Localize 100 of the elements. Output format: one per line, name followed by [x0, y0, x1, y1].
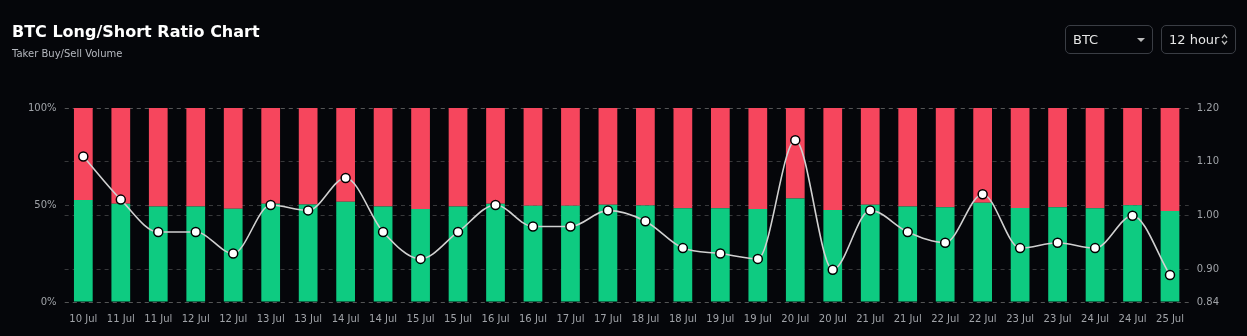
bar [935, 207, 955, 302]
bar [223, 108, 243, 209]
x-tick-label: 12 Jul [219, 312, 248, 324]
bar [486, 203, 505, 302]
bar [336, 201, 355, 302]
point [1164, 269, 1176, 281]
chart-subtitle: Taker Buy/Sell Volume [12, 48, 123, 59]
bar [1010, 207, 1030, 302]
bar [748, 108, 768, 209]
bar [111, 108, 131, 204]
x-tick-label: 16 Jul [481, 312, 510, 324]
bar [785, 108, 805, 199]
bar [148, 108, 168, 207]
bar [1123, 205, 1142, 302]
bar [710, 108, 730, 209]
point [602, 205, 614, 216]
point [752, 253, 764, 265]
point [902, 226, 913, 238]
bar [373, 108, 393, 207]
x-tick-label: 23 Jul [1006, 312, 1035, 324]
x-tick-label: 16 Jul [519, 312, 547, 324]
bar [486, 108, 505, 204]
y-tick-label: 0% [40, 295, 57, 307]
bar [298, 204, 318, 302]
bar [448, 206, 468, 302]
x-tick-label: 14 Jul [369, 312, 398, 324]
point [377, 226, 389, 238]
bar [1123, 108, 1142, 206]
x-tick-label: 18 Jul [668, 312, 697, 324]
point [490, 199, 501, 211]
x-tick-label: 21 Jul [893, 312, 922, 324]
y-tick-label: 100% [28, 101, 57, 113]
x-tick-label: 13 Jul [256, 312, 285, 324]
bar [898, 206, 918, 302]
point [227, 248, 239, 259]
point [977, 188, 988, 200]
bar [411, 108, 430, 209]
text: 12 hour [1169, 32, 1220, 47]
bar [673, 108, 693, 209]
bar [261, 108, 281, 204]
bar [373, 206, 393, 302]
bar [710, 208, 730, 302]
point [1052, 237, 1063, 248]
point [265, 199, 276, 211]
bar [186, 206, 206, 302]
bar [336, 108, 355, 202]
point [864, 205, 876, 216]
point [1014, 242, 1026, 254]
y2-tick-label: 0.84 [1196, 295, 1219, 307]
bar [748, 208, 768, 302]
point [452, 226, 464, 238]
bar [1048, 207, 1067, 302]
x-tick-label: 15 Jul [406, 312, 435, 324]
bar [523, 108, 543, 206]
bar [1160, 211, 1180, 302]
point [153, 226, 164, 238]
bar [1160, 108, 1180, 212]
x-tick-label: 11 Jul [106, 312, 135, 324]
x-tick-label: 23 Jul [1043, 312, 1072, 324]
x-tick-label: 24 Jul [1118, 312, 1147, 324]
point [1089, 242, 1101, 254]
x-tick-label: 12 Jul [181, 312, 210, 324]
bar [223, 208, 243, 302]
bar [148, 206, 168, 302]
y-tick-label: 50% [34, 198, 57, 210]
y2-tick-label: 0.90 [1196, 263, 1219, 275]
point [790, 135, 801, 146]
point [302, 205, 314, 216]
x-tick-label: 18 Jul [631, 312, 660, 324]
point [565, 221, 576, 232]
y2-tick-label: 1.20 [1196, 101, 1219, 113]
bar [598, 108, 618, 205]
bar [636, 108, 655, 206]
bar [561, 205, 580, 302]
x-tick-label: 13 Jul [294, 312, 323, 324]
bar [823, 210, 843, 302]
x-tick-label: 15 Jul [444, 312, 473, 324]
chart-title: BTC Long/Short Ratio Chart [12, 22, 260, 41]
bar [973, 202, 993, 302]
bar [523, 205, 543, 302]
bar [261, 203, 281, 302]
bar [561, 108, 580, 206]
bar [1048, 108, 1067, 208]
bar [598, 204, 618, 302]
y2-tick-label: 1.10 [1196, 155, 1219, 167]
bar [448, 108, 468, 207]
text: BTC [1073, 32, 1099, 47]
x-tick-label: 22 Jul [931, 312, 960, 324]
bar [673, 208, 693, 302]
point [677, 242, 689, 254]
point [78, 151, 89, 162]
x-tick-label: 19 Jul [706, 312, 735, 324]
point [415, 253, 426, 265]
bar [1085, 208, 1105, 302]
x-tick-label: 19 Jul [743, 312, 772, 324]
x-tick-label: 22 Jul [968, 312, 997, 324]
bar [973, 108, 993, 203]
x-tick-label: 14 Jul [331, 312, 360, 324]
point [827, 264, 839, 275]
point [115, 194, 127, 205]
